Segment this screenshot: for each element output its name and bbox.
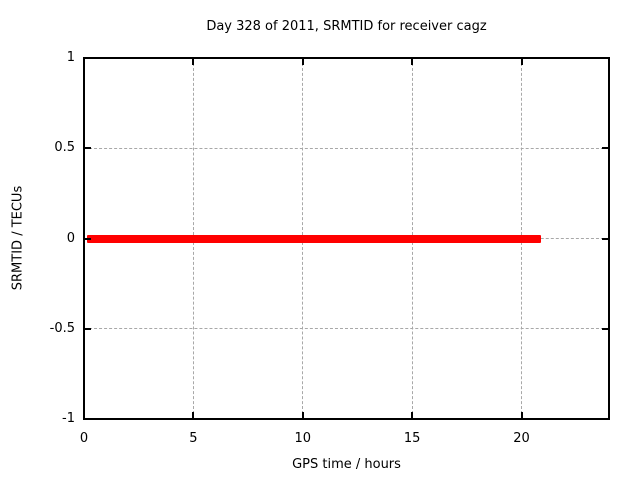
chart-title: Day 328 of 2011, SRMTID for receiver cag…	[206, 19, 487, 34]
y-tick-mark	[602, 57, 609, 59]
y-tick-label: 1	[66, 50, 75, 65]
x-tick-label: 5	[189, 431, 198, 446]
x-tick-label: 10	[294, 431, 312, 446]
y-tick-mark	[84, 147, 91, 150]
y-tick-mark	[84, 418, 91, 420]
x-tick-label: 15	[403, 431, 421, 446]
y-tick-mark	[84, 237, 91, 240]
x-axis-label: GPS time / hours	[292, 457, 401, 472]
y-tick-mark	[602, 237, 609, 240]
x-tick-mark	[192, 412, 195, 419]
data-line-srmtid	[87, 234, 542, 243]
x-tick-mark	[411, 58, 414, 65]
y-tick-label: -0.5	[49, 320, 75, 336]
y-tick-label: 0	[66, 230, 75, 246]
y-gridline	[84, 147, 609, 149]
y-tick-label: 0.5	[54, 140, 75, 156]
y-tick-mark	[84, 327, 91, 330]
x-tick-mark	[301, 58, 304, 65]
y-tick-mark	[602, 418, 609, 420]
x-tick-mark	[520, 412, 523, 419]
x-tick-mark	[520, 58, 523, 65]
y-tick-label: -1	[62, 411, 75, 426]
x-tick-mark	[411, 412, 414, 419]
y-tick-mark	[602, 147, 609, 150]
x-tick-mark	[83, 412, 85, 419]
y-tick-mark	[602, 327, 609, 330]
x-tick-label: 20	[513, 431, 530, 446]
y-tick-mark	[84, 57, 91, 59]
x-tick-mark	[83, 58, 85, 65]
x-tick-mark	[192, 58, 195, 65]
x-tick-mark	[301, 412, 304, 419]
y-gridline	[84, 328, 609, 330]
x-tick-label: 0	[79, 431, 89, 446]
